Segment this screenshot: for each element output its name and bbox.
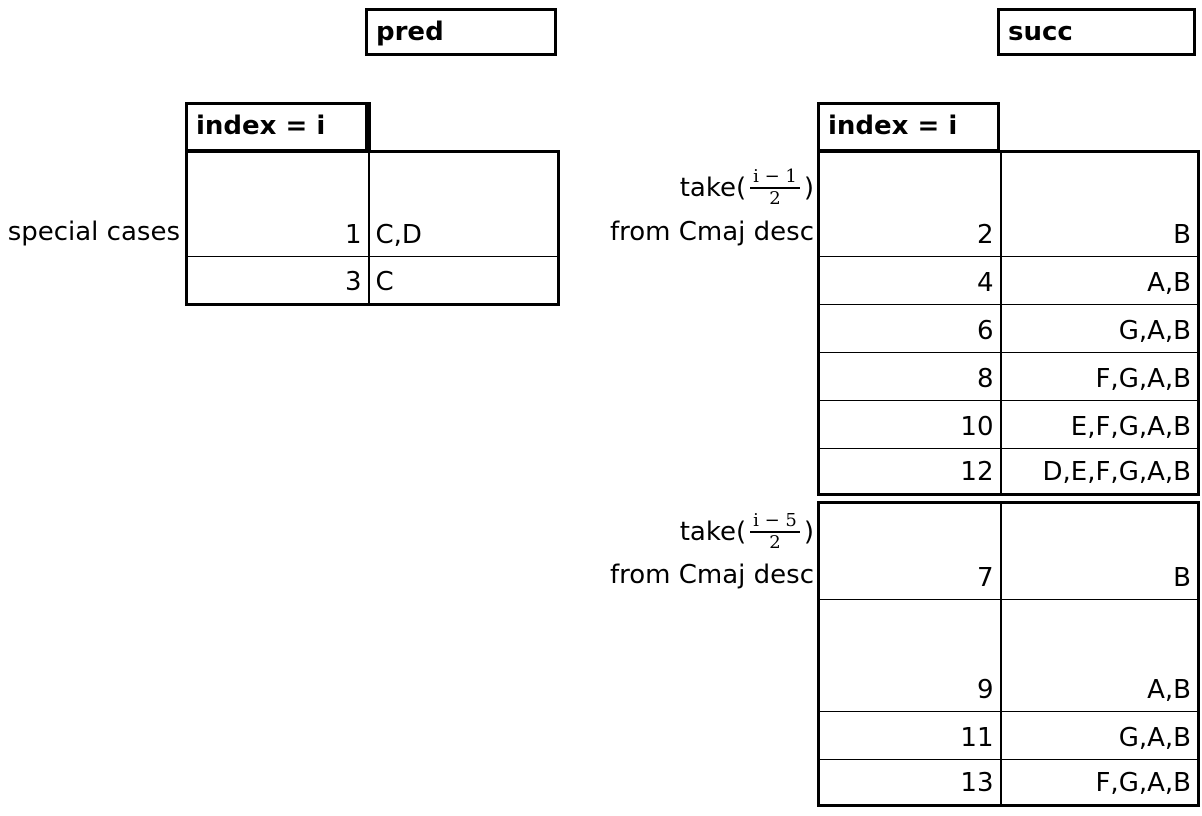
pred-header-blank [368,102,371,152]
succ-index-cell: 9 [818,599,1002,712]
pred-value-cell: C [368,256,559,305]
succ-index-cell: 8 [818,352,1002,401]
succ-value-cell: F,G,A,B [1000,759,1199,806]
table-row: 8 F,G,A,B [818,352,1199,401]
succ-value-cell: A,B [1000,599,1199,712]
succ-value-cell: E,F,G,A,B [1000,400,1199,449]
table-row: 6 G,A,B [818,304,1199,353]
succ-group2-formula: take( i − 5 2 ) [600,502,814,562]
fraction: i − 1 2 [750,167,800,209]
succ-header-index: index = i [817,102,1000,152]
pred-title: pred [365,8,557,56]
succ-value-cell: F,G,A,B [1000,352,1199,401]
succ-index-cell: 6 [818,304,1002,353]
table-row: 7 B [818,502,1199,600]
succ-group2-from: from Cmaj desc [609,560,814,590]
fraction-denominator: 2 [769,532,781,553]
succ-value-cell: B [1173,563,1191,593]
fraction-numerator: i − 5 [750,511,800,533]
pred-index-cell: 1 [186,151,370,257]
succ-group1-from: from Cmaj desc [609,217,814,247]
fraction-numerator: i − 1 [750,167,800,189]
pred-header-index: index = i [185,102,368,152]
succ-index-cell: 13 [818,759,1002,806]
take-suffix: ) [803,517,814,547]
succ-group1-formula: take( i − 1 2 ) [600,158,814,218]
succ-value-cell: G,A,B [1000,711,1199,760]
succ-index-cell: 2 [818,151,1002,257]
succ-value-cell: G,A,B [1000,304,1199,353]
succ-index-cell: 4 [818,256,1002,305]
take-suffix: ) [803,173,814,203]
pred-index-cell: 3 [186,256,370,305]
succ-table-group2: 7 B 9 A,B 11 G,A,B 13 F,G,A,B [817,501,1200,807]
succ-index-cell: 11 [818,711,1002,760]
pred-value-cell: C,D [375,220,422,250]
succ-value-cell: B [1173,220,1191,250]
table-row: 3 C [186,256,559,305]
pred-table: 1 C,D 3 C [185,150,560,306]
table-row: 2 B [818,151,1199,257]
table-row: 4 A,B [818,256,1199,305]
table-row: 9 A,B [818,599,1199,712]
table-row: 11 G,A,B [818,711,1199,760]
succ-index-cell: 7 [818,502,1002,600]
table-row: 13 F,G,A,B [818,759,1199,806]
table-row: 12 D,E,F,G,A,B [818,448,1199,495]
succ-index-cell: 10 [818,400,1002,449]
table-row: 10 E,F,G,A,B [818,400,1199,449]
table-row: 1 C,D [186,151,559,257]
fraction-denominator: 2 [769,188,781,209]
succ-table-group1: 2 B 4 A,B 6 G,A,B 8 F,G,A,B 10 E,F,G,A,B… [817,150,1200,496]
take-prefix: take( [679,173,747,203]
succ-title: succ [997,8,1196,56]
fraction: i − 5 2 [750,511,800,553]
pred-side-label: special cases [7,217,180,247]
succ-value-cell: A,B [1000,256,1199,305]
take-prefix: take( [679,517,747,547]
succ-value-cell: D,E,F,G,A,B [1000,448,1199,495]
succ-index-cell: 12 [818,448,1002,495]
